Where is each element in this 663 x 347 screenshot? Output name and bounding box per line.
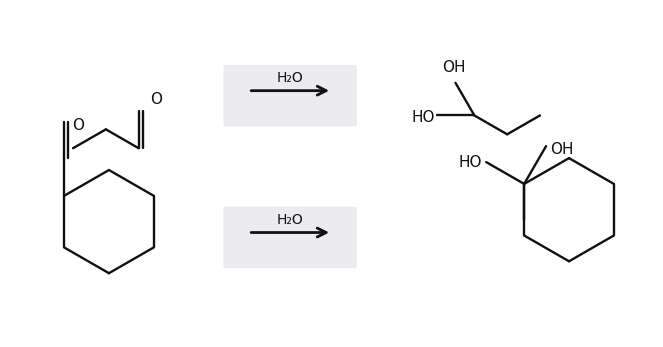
Text: O: O [151, 92, 162, 107]
Text: H₂O: H₂O [276, 213, 304, 227]
Text: OH: OH [442, 60, 465, 75]
Text: HO: HO [411, 110, 434, 125]
Text: O: O [72, 118, 84, 134]
FancyBboxPatch shape [223, 207, 357, 268]
Text: OH: OH [550, 142, 573, 157]
Text: HO: HO [459, 155, 482, 170]
Text: H₂O: H₂O [276, 71, 304, 85]
FancyBboxPatch shape [223, 65, 357, 126]
